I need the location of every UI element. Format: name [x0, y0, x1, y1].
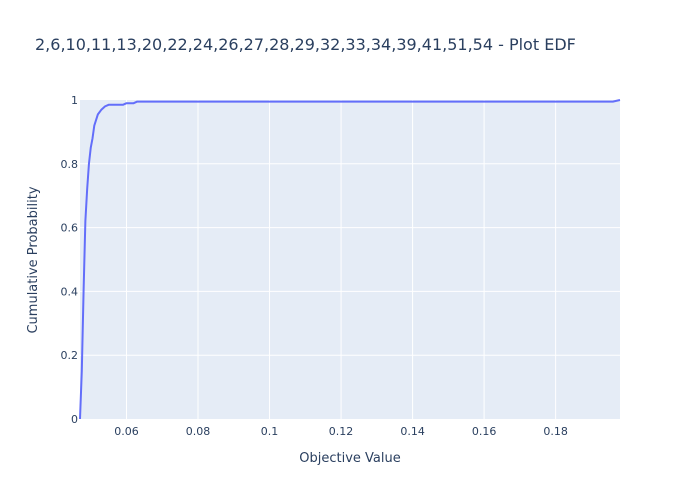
- chart-title: 2,6,10,11,13,20,22,24,26,27,28,29,32,33,…: [35, 35, 576, 54]
- x-tick-label: 0.16: [472, 425, 497, 438]
- y-axis-ticks: 0 0.2 0.4 0.6 0.8 1: [61, 94, 79, 426]
- x-tick-label: 0.12: [329, 425, 354, 438]
- y-axis-title: Cumulative Probability: [26, 186, 41, 333]
- plot-area: [80, 100, 620, 419]
- x-axis-title: Objective Value: [299, 451, 400, 466]
- x-tick-label: 0.18: [543, 425, 568, 438]
- grid-lines: [80, 100, 620, 419]
- x-tick-label: 0.14: [400, 425, 425, 438]
- y-tick-label: 0: [71, 413, 78, 426]
- y-tick-label: 0.8: [61, 158, 79, 171]
- edf-series-line: [79, 99, 621, 420]
- y-tick-label: 0.4: [61, 285, 79, 298]
- x-tick-label: 0.1: [261, 425, 279, 438]
- y-tick-label: 0.2: [61, 349, 79, 362]
- series-layer: [79, 99, 621, 420]
- y-tick-label: 1: [71, 94, 78, 107]
- x-axis-ticks: 0.06 0.08 0.1 0.12 0.14 0.16 0.18: [114, 425, 568, 438]
- y-tick-label: 0.6: [61, 222, 79, 235]
- x-tick-label: 0.06: [114, 425, 139, 438]
- x-tick-label: 0.08: [186, 425, 211, 438]
